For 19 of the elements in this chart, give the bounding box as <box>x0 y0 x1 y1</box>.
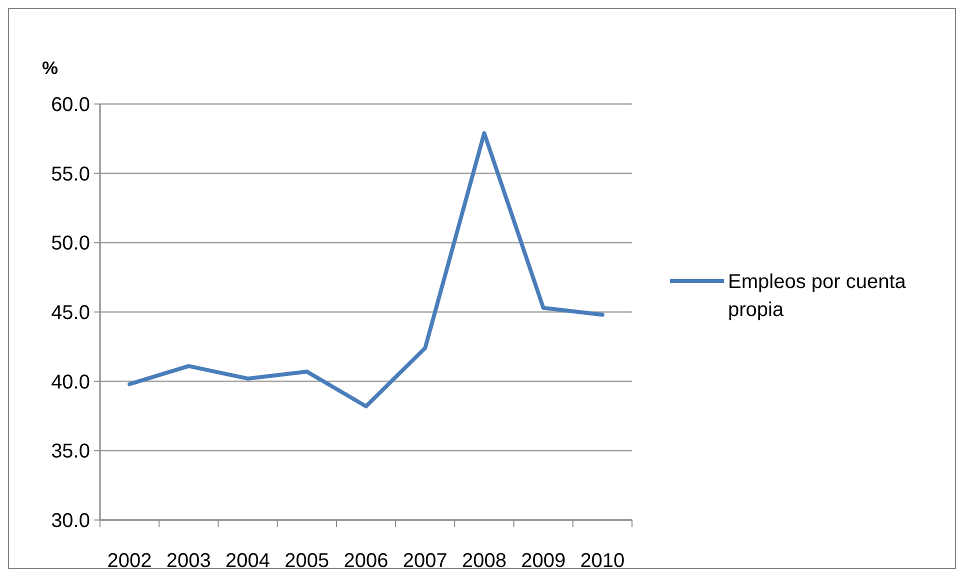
x-tick-label: 2009 <box>521 550 566 572</box>
x-tick-label: 2004 <box>226 550 270 572</box>
x-tick-label: 2003 <box>166 550 211 572</box>
line-series <box>128 131 604 408</box>
y-tick-label: 30.0 <box>51 510 90 532</box>
y-axis-title: % <box>42 58 58 78</box>
y-tick-label: 55.0 <box>51 163 90 186</box>
y-tick-label: 60.0 <box>51 94 90 116</box>
x-tick-label: 2008 <box>462 550 506 572</box>
y-tick-label: 40.0 <box>51 371 90 394</box>
y-tick-label: 50.0 <box>51 232 90 255</box>
x-tick-label: 2006 <box>344 550 388 572</box>
y-tick-label: 35.0 <box>51 440 90 463</box>
x-tick-label: 2002 <box>107 550 152 572</box>
x-tick-label: 2010 <box>580 550 625 572</box>
legend-label: Empleos por cuenta propia <box>728 271 907 321</box>
y-tick-label: 45.0 <box>51 302 90 324</box>
x-tick-label: 2007 <box>402 550 448 572</box>
x-tick-label: 2005 <box>284 550 330 572</box>
